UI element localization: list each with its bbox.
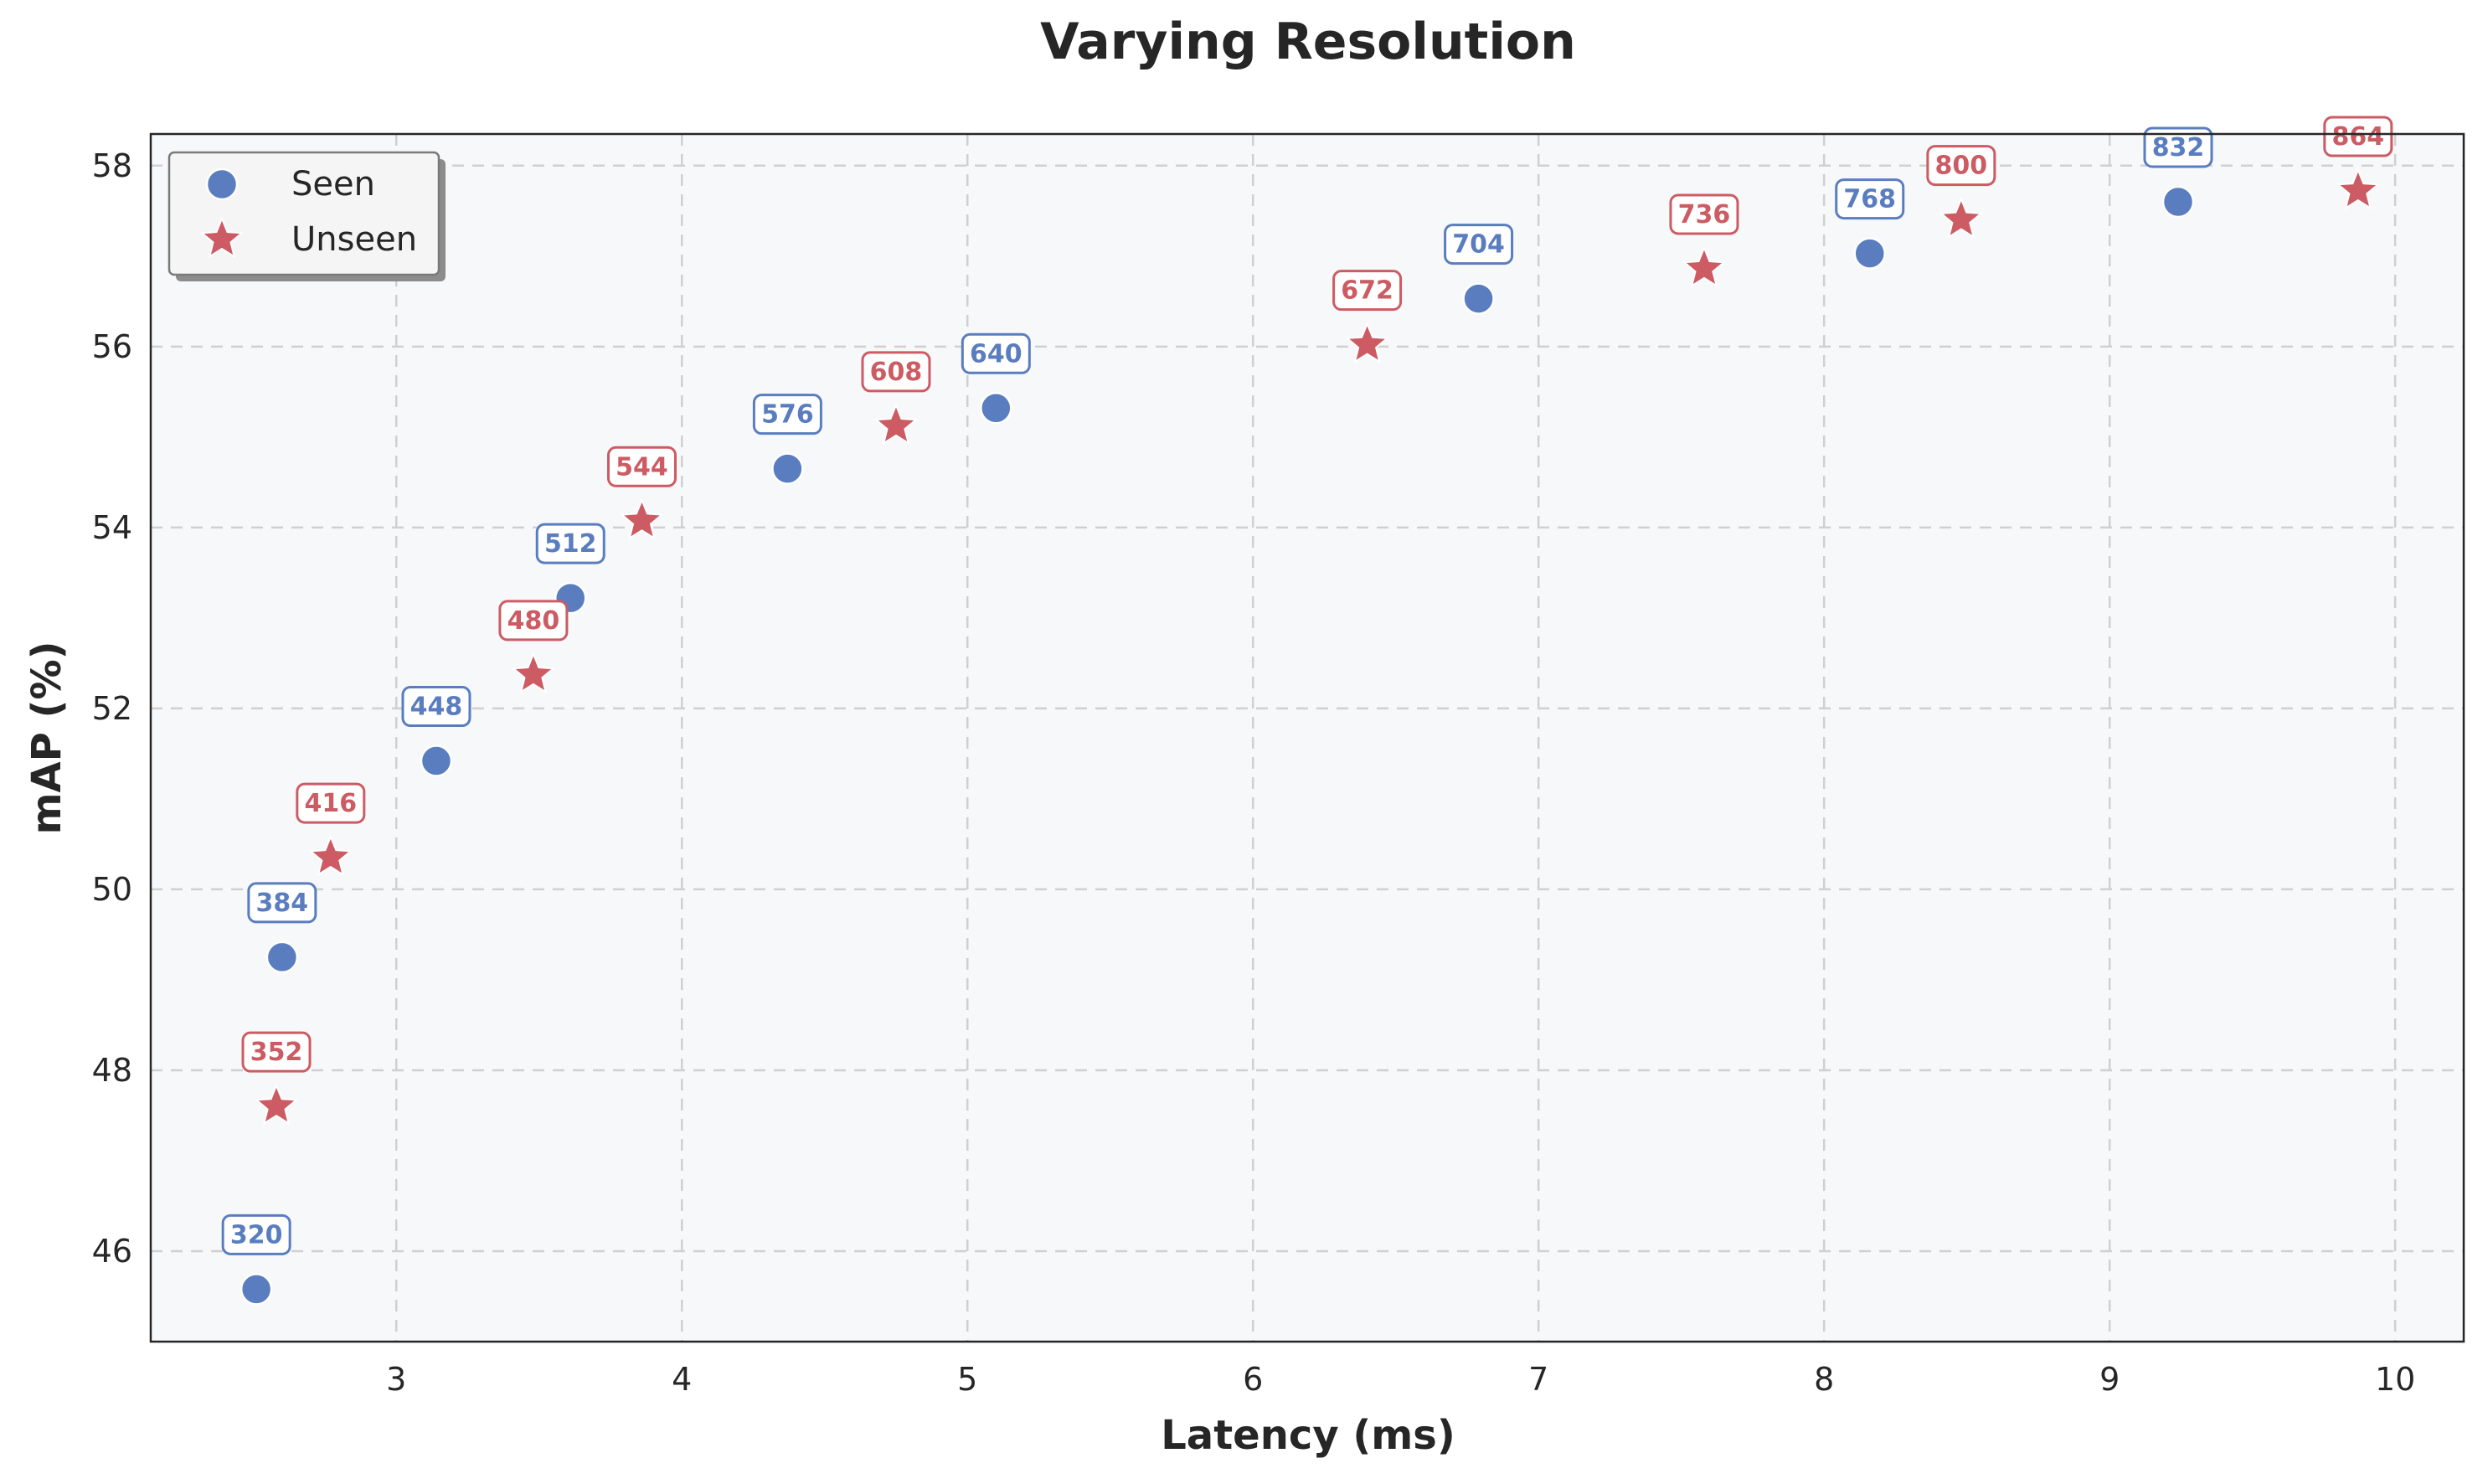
seen-point: [1853, 237, 1886, 270]
x-axis-label: Latency (ms): [1161, 1412, 1455, 1459]
y-axis-label: mAP (%): [23, 641, 70, 834]
resolution-label: 768: [1843, 185, 1896, 214]
unseen-point: [873, 403, 919, 446]
x-tick-label: 4: [672, 1361, 692, 1398]
resolution-label-box: [861, 351, 931, 393]
legend-unseen-label: Unseen: [291, 220, 417, 259]
resolution-label-box: [1835, 178, 1905, 220]
resolution-label: 480: [507, 606, 560, 636]
resolution-label: 832: [2152, 133, 2205, 162]
resolution-label: 576: [761, 400, 814, 430]
resolution-label-box: [247, 882, 317, 924]
y-tick-label: 56: [92, 328, 132, 365]
seen-point: [980, 392, 1012, 425]
unseen-point: [254, 1083, 299, 1126]
seen-point: [420, 745, 453, 777]
x-tick-label: 8: [1814, 1361, 1834, 1398]
x-tick-label: 9: [2099, 1361, 2120, 1398]
seen-point: [265, 940, 299, 974]
resolution-label: 640: [970, 339, 1023, 368]
resolution-label-box: [2323, 116, 2393, 157]
resolution-label-box: [2143, 126, 2213, 168]
y-tick-label: 48: [92, 1052, 132, 1089]
y-tick-label: 52: [92, 690, 132, 727]
resolution-label: 320: [230, 1220, 283, 1250]
resolution-label: 672: [1341, 276, 1393, 306]
y-tick-label: 58: [92, 147, 132, 184]
resolution-label-box: [498, 600, 569, 642]
unseen-point: [1345, 322, 1389, 364]
resolution-label: 864: [2332, 122, 2385, 152]
resolution-label-box: [221, 1213, 291, 1255]
resolution-label: 352: [250, 1038, 303, 1067]
resolution-label: 800: [1935, 152, 1988, 181]
seen-point: [771, 452, 804, 485]
unseen-point: [511, 652, 556, 694]
seen-point: [1462, 282, 1495, 315]
unseen-point: [1682, 245, 1727, 288]
y-tick-label: 46: [92, 1233, 132, 1270]
legend-unseen-marker: [199, 216, 245, 259]
resolution-label: 512: [544, 529, 597, 559]
resolution-label-box: [606, 446, 677, 487]
resolution-label: 736: [1678, 200, 1731, 229]
plot-area: [151, 134, 2464, 1342]
resolution-label-box: [535, 523, 605, 564]
chart-title: Varying Resolution: [1040, 13, 1576, 71]
resolution-label: 544: [616, 452, 668, 482]
x-tick-label: 6: [1243, 1361, 1263, 1398]
resolution-label-box: [1669, 193, 1739, 235]
unseen-point: [1939, 196, 1984, 239]
resolution-label: 384: [256, 889, 309, 918]
resolution-label-box: [961, 332, 1031, 374]
y-tick-label: 50: [92, 871, 132, 908]
resolution-label-box: [401, 686, 471, 728]
seen-point: [240, 1273, 273, 1306]
resolution-label-box: [1332, 270, 1403, 312]
legend-seen-marker: [205, 167, 239, 201]
x-tick-label: 10: [2375, 1361, 2415, 1398]
resolution-label-box: [1926, 145, 1996, 187]
unseen-point: [308, 834, 353, 877]
plot-frame: [149, 132, 2465, 1343]
seen-point: [2161, 185, 2195, 219]
grid-lines: [151, 134, 2464, 1342]
resolution-label-box: [296, 782, 366, 824]
legend-seen-label: Seen: [291, 165, 375, 204]
legend: Seen Unseen: [167, 151, 446, 281]
resolution-label-box: [1444, 224, 1514, 265]
x-tick-label: 5: [957, 1361, 977, 1398]
x-tick-label: 7: [1528, 1361, 1548, 1398]
unseen-point: [2336, 167, 2381, 210]
data-marks: 320 384 448 512 576 640 704 768 832 352 416 480 544 6…: [221, 116, 2393, 1306]
resolution-label: 704: [1452, 230, 1505, 260]
resolution-label: 416: [305, 789, 358, 818]
unseen-point: [620, 497, 664, 540]
resolution-label-box: [241, 1031, 312, 1073]
resolution-label: 448: [410, 693, 463, 722]
resolution-label-box: [752, 394, 822, 435]
x-tick-label: 3: [386, 1361, 406, 1398]
resolution-label: 608: [870, 358, 923, 387]
y-tick-label: 54: [92, 509, 132, 546]
